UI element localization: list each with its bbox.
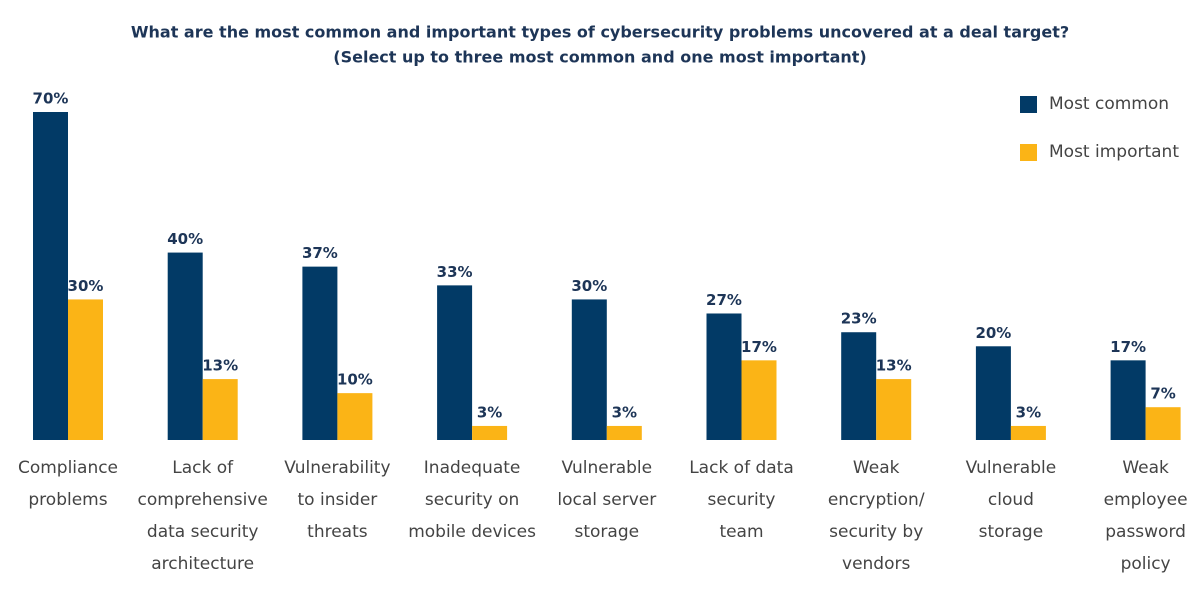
chart-title: What are the most common and important t… [131,23,1069,42]
value-label: 17% [741,338,777,356]
value-label: 30% [571,277,607,295]
bar [876,379,912,440]
x-tick-label: local server [557,490,656,510]
x-tick-label: policy [1121,554,1171,574]
x-tick-label: Inadequate [424,458,521,478]
x-tick-label: vendors [842,554,910,574]
bar [202,379,238,440]
bar [167,252,203,440]
value-label: 10% [337,371,373,389]
bar [68,299,103,440]
x-tick-label: password [1105,522,1186,542]
x-tick-label: storage [575,522,640,542]
x-tick-label: team [719,522,763,542]
value-label: 3% [612,403,637,421]
value-label: 30% [68,277,104,295]
value-label: 3% [1016,403,1041,421]
legend-label: Most important [1049,142,1179,162]
x-tick-label: employee [1104,490,1188,510]
bar [1145,407,1181,440]
bar [841,332,877,440]
x-tick-label: Weak [1122,458,1169,478]
x-tick-label: Lack of [172,458,234,478]
x-tick-label: comprehensive [138,490,268,510]
x-tick-label: security on [425,490,519,510]
x-tick-label: security by [829,522,923,542]
legend-label: Most common [1049,94,1169,114]
value-label: 7% [1150,385,1175,403]
x-tick-label: Vulnerability [284,458,390,478]
value-label: 13% [876,357,912,375]
bar [437,285,473,440]
bar [33,112,68,440]
value-label: 20% [975,324,1011,342]
x-tick-label: architecture [151,554,254,574]
x-tick-label: cloud [988,490,1034,510]
value-label: 27% [706,291,742,309]
x-tick-label: Compliance [18,458,118,478]
x-tick-label: Weak [853,458,900,478]
x-tick-label: data security [147,522,259,542]
x-tick-label: storage [979,522,1044,542]
legend-swatch [1020,144,1037,161]
bar [1010,425,1046,440]
x-tick-label: security [708,490,776,510]
chart-subtitle: (Select up to three most common and one … [333,48,866,67]
bar [571,299,607,440]
x-tick-label: Vulnerable [966,458,1057,478]
x-tick-label: Lack of data [689,458,794,478]
value-label: 40% [167,230,203,248]
bar [741,360,777,440]
bar [1110,360,1146,440]
value-label: 3% [477,403,502,421]
bar [337,393,373,440]
x-tick-label: to insider [298,490,378,510]
x-tick-label: problems [28,490,107,510]
value-label: 70% [33,90,69,108]
bar [975,346,1011,440]
x-tick-label: mobile devices [408,522,536,542]
value-label: 17% [1110,338,1146,356]
bar [706,313,742,440]
bar [302,266,338,440]
value-label: 33% [437,263,473,281]
value-label: 23% [841,310,877,328]
value-label: 13% [202,357,238,375]
x-tick-label: Vulnerable [562,458,653,478]
bar [606,425,642,440]
value-label: 37% [302,244,338,262]
x-tick-label: threats [307,522,368,542]
x-tick-label: encryption/ [828,490,925,510]
bar [472,425,508,440]
legend-swatch [1020,96,1037,113]
